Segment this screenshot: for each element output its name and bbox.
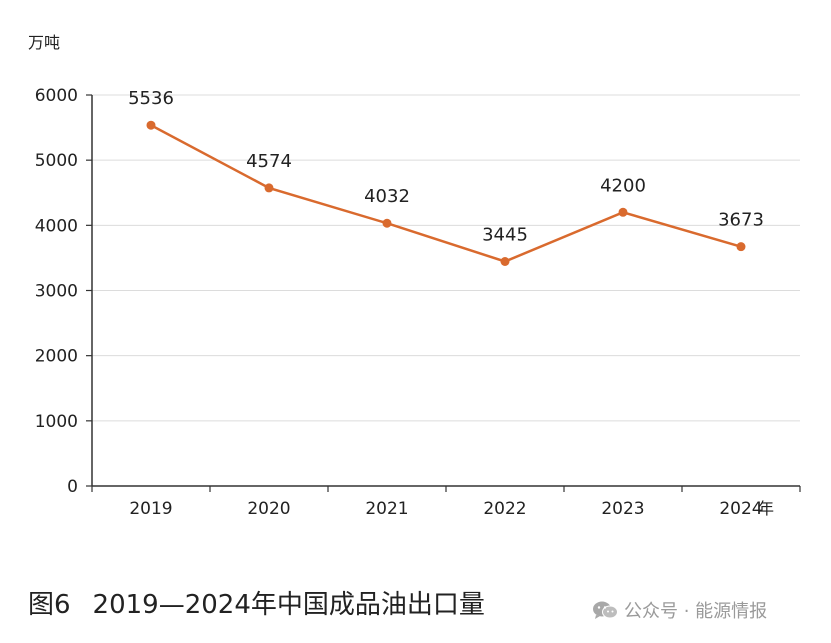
data-label: 4574	[246, 151, 292, 172]
y-axis-ticks: 0 1000 2000 3000 4000 5000 6000	[35, 86, 92, 497]
x-tick-label: 2022	[483, 499, 526, 519]
x-tick-label: 2020	[247, 499, 290, 519]
y-tick-label: 0	[67, 477, 78, 497]
x-tick-label: 2019	[129, 499, 172, 519]
x-tick-label: 2021	[365, 499, 408, 519]
x-axis-ticks: 2019 2020 2021 2022 2023 2024	[91, 486, 801, 519]
data-point	[382, 218, 392, 228]
data-point	[264, 183, 274, 193]
data-label: 4200	[600, 175, 646, 196]
data-point	[618, 207, 628, 217]
data-label: 3445	[482, 225, 528, 246]
y-tick-label: 5000	[35, 151, 78, 171]
figure-number: 图6	[28, 590, 71, 620]
y-tick-label: 2000	[35, 347, 78, 367]
data-point	[500, 257, 510, 267]
data-label: 3673	[718, 210, 764, 231]
data-labels: 5536 4574 4032 3445 4200 3673	[128, 88, 764, 245]
x-axis-unit-label: 年	[758, 499, 774, 518]
y-axis-unit-label: 万吨	[28, 33, 60, 52]
figure-caption: 图6 2019—2024年中国成品油出口量	[28, 584, 485, 621]
series-line	[150, 124, 742, 263]
gridlines	[92, 94, 800, 422]
watermark-text: 公众号 · 能源情报	[624, 601, 768, 622]
y-tick-label: 1000	[35, 412, 78, 432]
watermark: 公众号 · 能源情报	[592, 597, 767, 623]
y-tick-label: 6000	[35, 86, 78, 106]
x-tick-label: 2023	[601, 499, 644, 519]
y-tick-label: 3000	[35, 282, 78, 302]
figure-title: 2019—2024年中国成品油出口量	[92, 590, 485, 620]
y-tick-label: 4000	[35, 216, 78, 236]
x-tick-label: 2024	[719, 499, 762, 519]
data-point	[146, 120, 156, 130]
wechat-icon	[593, 601, 618, 619]
data-label: 5536	[128, 88, 174, 109]
data-label: 4032	[364, 186, 410, 207]
data-points	[146, 120, 746, 267]
data-point	[736, 242, 746, 252]
